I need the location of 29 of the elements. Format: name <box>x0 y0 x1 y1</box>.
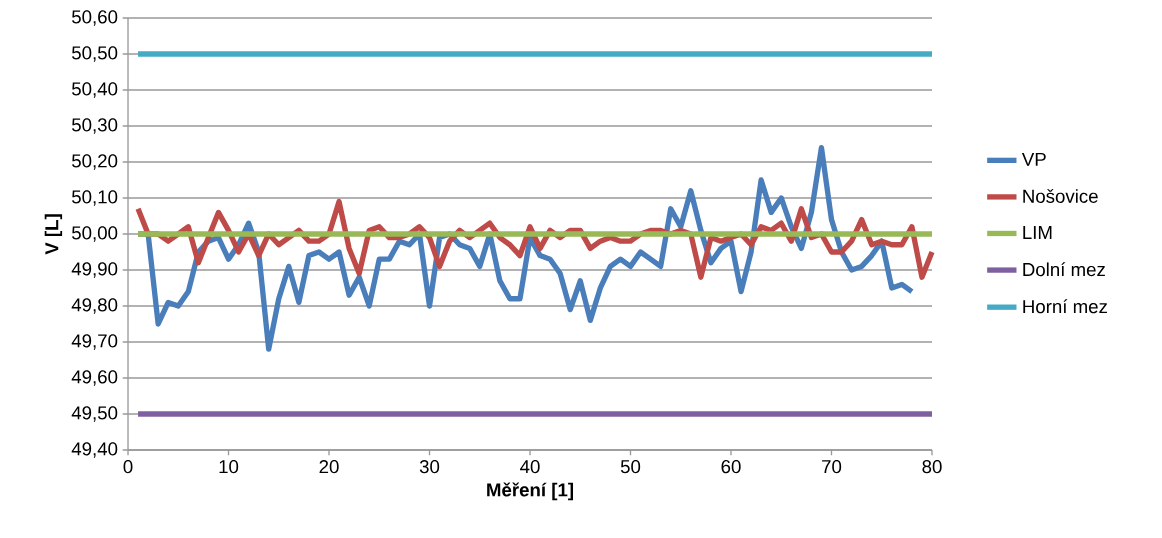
y-tick-label: 49,70 <box>71 334 118 350</box>
y-tick-label: 50,00 <box>72 226 118 242</box>
legend-label: Dolní mez <box>1023 262 1105 277</box>
x-tick-label: 20 <box>319 460 339 474</box>
x-tick-label: 70 <box>822 460 842 474</box>
y-axis-title: V [L] <box>44 214 63 255</box>
x-tick-label: 60 <box>721 460 741 474</box>
x-tick-label: 10 <box>219 460 239 474</box>
y-tick-label: 49,90 <box>71 262 118 278</box>
legend-label: Nošovice <box>1023 189 1098 203</box>
y-tick-label: 49,60 <box>71 370 118 386</box>
y-tick-label: 50,30 <box>72 118 118 134</box>
x-tick-label: 80 <box>922 460 942 474</box>
y-tick-label: 50,10 <box>72 190 118 206</box>
x-tick-label: 30 <box>419 460 440 474</box>
y-tick-label: 49,50 <box>71 406 118 422</box>
legend-label: VP <box>1021 152 1046 166</box>
y-tick-label: 50,20 <box>72 154 118 170</box>
y-tick-label: 49,40 <box>71 442 118 458</box>
x-tick-label: 50 <box>620 460 641 474</box>
x-axis-title: Měření [1] <box>487 482 574 501</box>
y-tick-label: 50,40 <box>72 82 118 98</box>
legend-label: Horní mez <box>1023 299 1107 314</box>
legend-label: LIM <box>1023 226 1052 239</box>
x-tick-label: 40 <box>520 460 540 474</box>
y-tick-label: 49,80 <box>71 298 118 314</box>
x-tick-label: 0 <box>123 460 133 474</box>
y-tick-label: 50,60 <box>72 10 118 26</box>
y-tick-label: 50,50 <box>72 46 118 62</box>
